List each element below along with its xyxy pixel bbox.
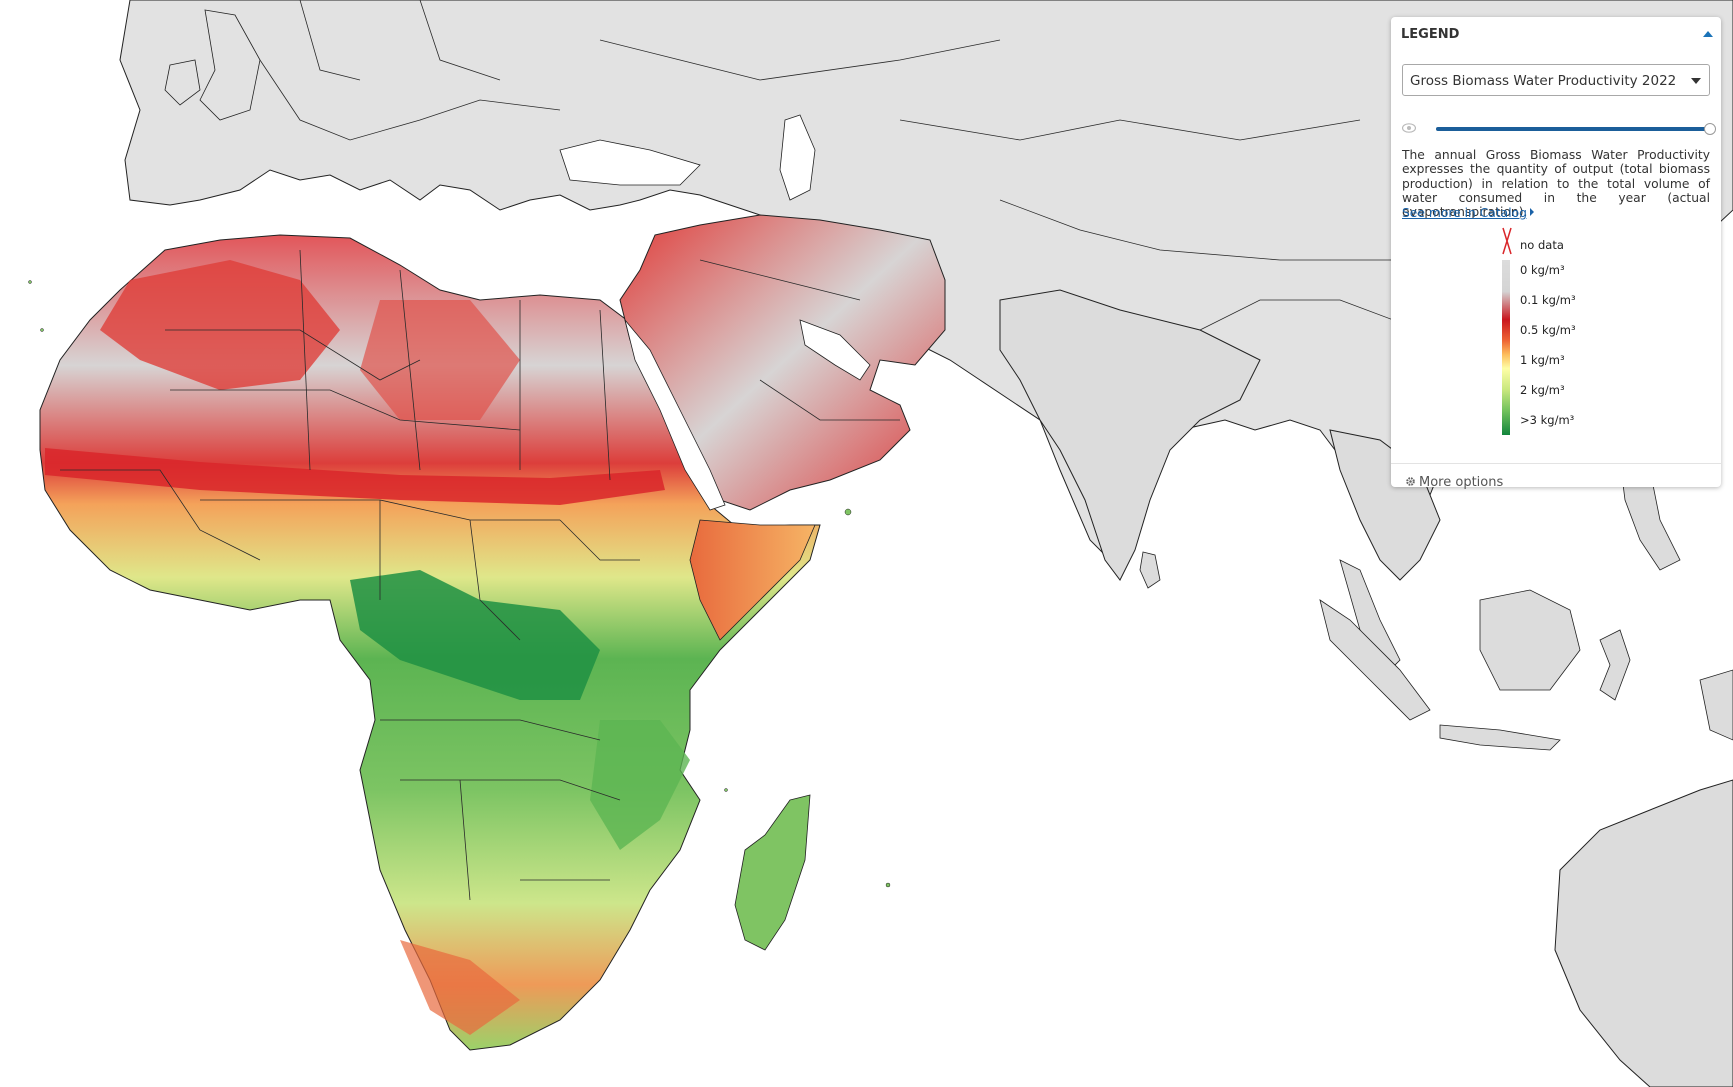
ramp-label-3-plus: >3 kg/m³ (1520, 413, 1575, 427)
opacity-slider[interactable] (1436, 123, 1716, 135)
x-icon (1502, 227, 1512, 255)
red-sea (624, 319, 726, 511)
small-islands (28, 280, 891, 888)
java (1439, 724, 1561, 751)
ramp-label-1: 1 kg/m³ (1520, 353, 1565, 367)
legend-panel: LEGEND Gross Biomass Water Productivity … (1391, 17, 1721, 490)
madagascar (734, 794, 811, 951)
sumatra (1319, 599, 1431, 721)
borneo (1479, 589, 1581, 691)
australia (1554, 779, 1733, 1087)
caret-right-icon (1529, 208, 1534, 216)
opacity-control (1402, 121, 1716, 137)
persian-gulf (799, 319, 871, 381)
uk (199, 9, 261, 121)
sahel-red-band (45, 448, 665, 505)
opacity-slider-fill (1436, 127, 1710, 131)
legend-title: LEGEND (1401, 27, 1460, 42)
layer-select-value: Gross Biomass Water Productivity 2022 (1410, 73, 1677, 89)
horn-of-africa (689, 519, 816, 641)
new-guinea (1699, 669, 1733, 741)
catalog-link-label: See more in Catalog (1402, 206, 1527, 220)
sri-lanka (1139, 551, 1161, 589)
black-sea (559, 139, 701, 186)
layer-select[interactable]: Gross Biomass Water Productivity 2022 (1402, 64, 1710, 96)
ramp-label-0: 0 kg/m³ (1520, 263, 1565, 277)
legend-header[interactable]: LEGEND (1391, 17, 1721, 51)
congo-green-patch (350, 570, 600, 700)
nodata-label: no data (1520, 238, 1564, 252)
mozambique-green-patch (590, 720, 690, 850)
layer-description: The annual Gross Biomass Water Productiv… (1402, 148, 1710, 220)
caret-down-icon (1691, 78, 1701, 84)
more-options-button[interactable]: More options (1405, 475, 1503, 490)
south-red-patch (400, 940, 520, 1035)
legend-divider (1391, 463, 1721, 464)
ramp-label-0-1: 0.1 kg/m³ (1520, 293, 1576, 307)
ireland (164, 59, 201, 106)
india (999, 289, 1261, 581)
opacity-slider-handle[interactable] (1704, 123, 1716, 135)
see-more-catalog-link[interactable]: See more in Catalog (1402, 206, 1534, 220)
more-options-label: More options (1419, 475, 1504, 490)
libya-red-patch (360, 300, 520, 420)
color-ramp-bar (1502, 260, 1510, 435)
maghreb-red-patch (100, 260, 340, 390)
caret-up-icon[interactable] (1703, 31, 1713, 37)
country-borders (60, 0, 1421, 901)
color-ramp-legend: no data 0 kg/m³ 0.1 kg/m³ 0.5 kg/m³ 1 kg… (1502, 227, 1702, 457)
ramp-label-2: 2 kg/m³ (1520, 383, 1565, 397)
sulawesi (1599, 629, 1631, 701)
gear-icon (1406, 477, 1415, 486)
ramp-label-0-5: 0.5 kg/m³ (1520, 323, 1576, 337)
eye-icon[interactable] (1402, 123, 1416, 133)
caspian-sea (779, 114, 816, 201)
